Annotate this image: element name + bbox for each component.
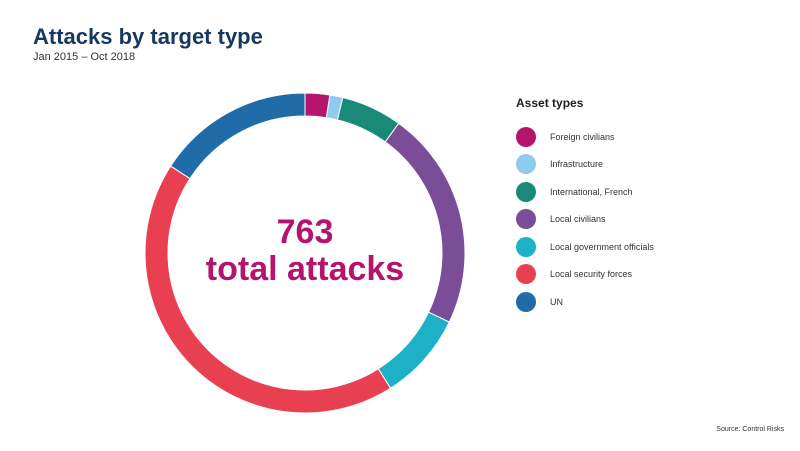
legend-item: Local government officials	[516, 233, 654, 261]
legend-swatch	[516, 126, 536, 147]
legend-items: Foreign civilians Infrastructure Internati…	[516, 123, 654, 316]
source-note: Source: Control Risks	[716, 426, 784, 433]
legend-item: International, French	[516, 178, 654, 206]
total-attacks-label: total attacks	[205, 250, 405, 288]
legend-label: Local government officials	[550, 241, 654, 252]
legend-swatch	[516, 209, 536, 230]
legend-label: UN	[550, 296, 563, 307]
legend-item: Foreign civilians	[516, 123, 654, 151]
donut-slice-local-security-forces	[144, 165, 392, 414]
legend-item: Infrastructure	[516, 151, 654, 179]
donut-slice-foreign-civilians	[304, 92, 331, 119]
legend-label: Local civilians	[550, 214, 606, 225]
total-attacks-value: 763	[276, 213, 334, 251]
legend-swatch	[516, 181, 536, 202]
legend-item: Local civilians	[516, 206, 654, 234]
legend-item: Local security forces	[516, 261, 654, 289]
legend-label: International, French	[550, 186, 633, 197]
legend-swatch	[516, 291, 536, 312]
donut-slice-local-government-officials	[377, 311, 450, 389]
legend-swatch	[516, 236, 536, 257]
legend-swatch	[516, 154, 536, 175]
legend-title: Asset types	[516, 96, 584, 110]
chart-title: Attacks by target type	[33, 24, 263, 49]
legend-label: Foreign civilians	[550, 131, 615, 142]
legend-item: UN	[516, 288, 654, 316]
legend: Asset types Foreign civilians Infrastruct…	[516, 96, 654, 316]
legend-label: Infrastructure	[550, 159, 604, 170]
legend-label: Local security forces	[550, 269, 633, 280]
legend-swatch	[516, 264, 536, 285]
donut-slice-un	[169, 92, 306, 180]
chart-subtitle: Jan 2015 – Oct 2018	[33, 51, 136, 63]
